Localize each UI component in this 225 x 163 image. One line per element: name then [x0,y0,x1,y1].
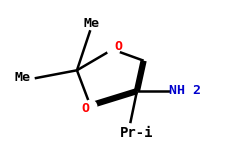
Text: O: O [82,102,90,115]
Text: Pr-i: Pr-i [120,126,154,140]
Text: NH 2: NH 2 [169,84,201,97]
Text: O: O [114,40,122,53]
Text: Me: Me [14,71,31,84]
Text: Me: Me [83,16,99,30]
